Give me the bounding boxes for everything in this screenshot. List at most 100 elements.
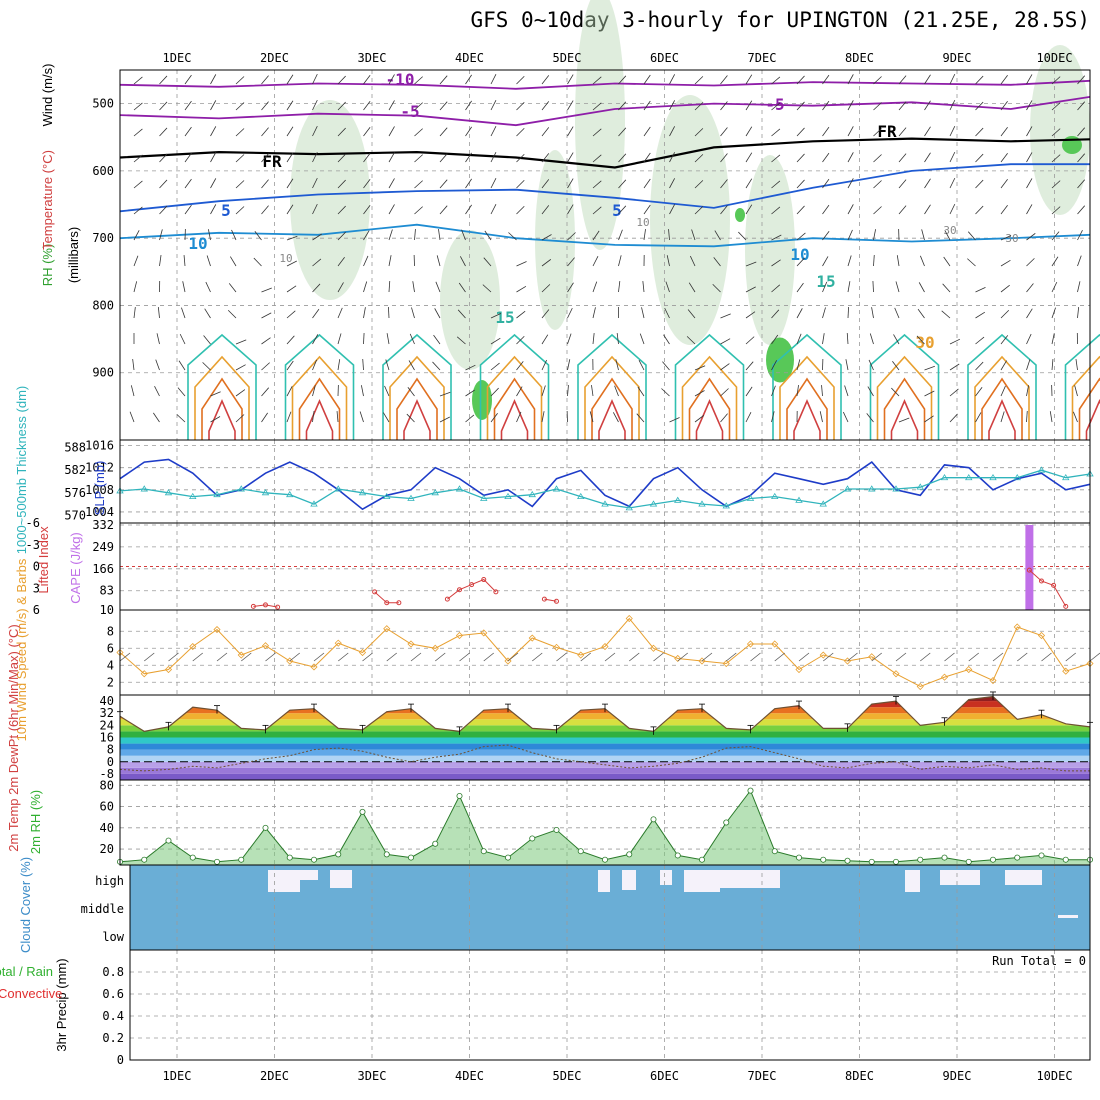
surface-wind-barb: [677, 652, 688, 662]
surface-wind-barb: [216, 652, 228, 662]
wind-barb: [490, 126, 497, 137]
wind-barb: [822, 126, 830, 137]
wind-barb: [669, 152, 676, 163]
wind-barb: [1000, 126, 1008, 137]
lifted-index-point: [1051, 582, 1057, 588]
wind-barb: [949, 151, 956, 163]
surface-wind-barb: [750, 652, 761, 662]
wind-barb: [490, 100, 497, 111]
surface-temp-contour: [695, 398, 724, 440]
wind-barb: [286, 360, 294, 371]
wind-barb: [490, 312, 502, 319]
rh-point: [141, 856, 148, 863]
rh-point: [1062, 856, 1069, 863]
label-2m-temp: 2m Temp 2m DewPt (6hr Min/Max) (°C): [6, 624, 21, 851]
thickness-marker: [358, 489, 367, 496]
temp-contour-label: -5: [400, 102, 419, 121]
surface-temp-contour: [187, 333, 257, 440]
wind-barb: [567, 333, 572, 345]
wind-barb: [465, 389, 475, 397]
precip-tick: 0: [117, 1053, 124, 1067]
wind-barb: [286, 100, 294, 111]
wind-barb: [208, 229, 211, 241]
rh-point: [383, 851, 390, 858]
wind-barb: [1026, 258, 1035, 267]
wind-barb: [414, 128, 423, 137]
thickness-marker: [965, 473, 973, 481]
cloud-clear-patch: [940, 870, 980, 885]
wind-barb: [261, 412, 268, 423]
cape-bar: [1025, 525, 1034, 610]
wind-barb: [1051, 128, 1061, 137]
rh-point: [165, 837, 172, 844]
wind-barb: [949, 177, 956, 189]
wind-barb: [847, 255, 852, 267]
wind-barb: [155, 359, 160, 371]
wind-barb: [639, 333, 645, 345]
wind-barb: [388, 306, 390, 319]
wind-barb: [516, 75, 525, 85]
wind-barb: [337, 75, 346, 85]
lifted-index-point: [263, 602, 268, 608]
wind-barb: [745, 178, 753, 189]
wind-barb: [181, 307, 186, 319]
wind-barb: [516, 310, 526, 319]
cape-tick: 332: [92, 518, 114, 532]
wind-barb: [154, 386, 160, 397]
wind-barb: [1077, 230, 1083, 241]
wind-barb: [1051, 76, 1061, 85]
wind-barb: [261, 387, 270, 397]
wind-barb: [847, 306, 849, 319]
wind-barb: [206, 255, 211, 267]
thickness-marker: [843, 485, 852, 492]
wind-speed-marker: [649, 644, 658, 652]
wind-barb: [592, 333, 595, 345]
rh-point: [262, 824, 269, 831]
wind-barb: [822, 178, 830, 189]
wind-barb: [312, 411, 315, 423]
surface-wind-barb: [410, 652, 422, 662]
wind-barb: [873, 206, 882, 215]
wind-barb: [567, 257, 575, 267]
wind-barb: [406, 413, 415, 423]
wind-barb: [516, 127, 525, 137]
thickness-marker: [213, 490, 221, 498]
wind-barb: [643, 204, 651, 215]
wind-barb: [1049, 411, 1053, 423]
wind-barb: [133, 255, 139, 267]
wind-speed-marker: [940, 673, 949, 681]
thickness-marker: [771, 492, 779, 499]
day-label-top: 1DEC: [163, 51, 192, 65]
wind-barb: [385, 359, 390, 371]
wind-barb: [261, 179, 269, 189]
wind-barb: [949, 413, 958, 423]
wind-barb: [228, 283, 237, 293]
wind-barb: [873, 154, 882, 163]
rh-shade: [650, 95, 730, 345]
surface-temp-contour: [681, 355, 738, 440]
wind-speed-marker: [892, 670, 900, 678]
precip-tick: 0.8: [102, 965, 124, 979]
cloud-clear-patch: [660, 870, 672, 885]
wind-barb: [210, 126, 217, 137]
label-cape: CAPE (J/kg): [68, 532, 83, 604]
wind-barb: [668, 229, 670, 241]
wind-barb: [745, 336, 755, 345]
wind-barb: [975, 311, 986, 319]
wind-barb: [949, 73, 956, 85]
surface-wind-barb: [459, 652, 470, 662]
wind-barb: [845, 359, 849, 371]
thickness-marker: [746, 494, 755, 501]
wind-barb: [177, 387, 186, 397]
wind-barb: [286, 235, 298, 241]
wind-barb: [615, 359, 619, 371]
wind-barb: [643, 229, 646, 241]
label-2m-rh: 2m RH (%): [28, 790, 43, 854]
wind-speed-marker: [625, 614, 633, 623]
wind-barb: [1000, 259, 1011, 267]
wind-tick: 4: [107, 658, 114, 672]
wind-barb: [720, 205, 728, 215]
wind-barb: [508, 232, 517, 241]
wind-barb: [1051, 102, 1061, 111]
wind-barb: [924, 152, 931, 163]
